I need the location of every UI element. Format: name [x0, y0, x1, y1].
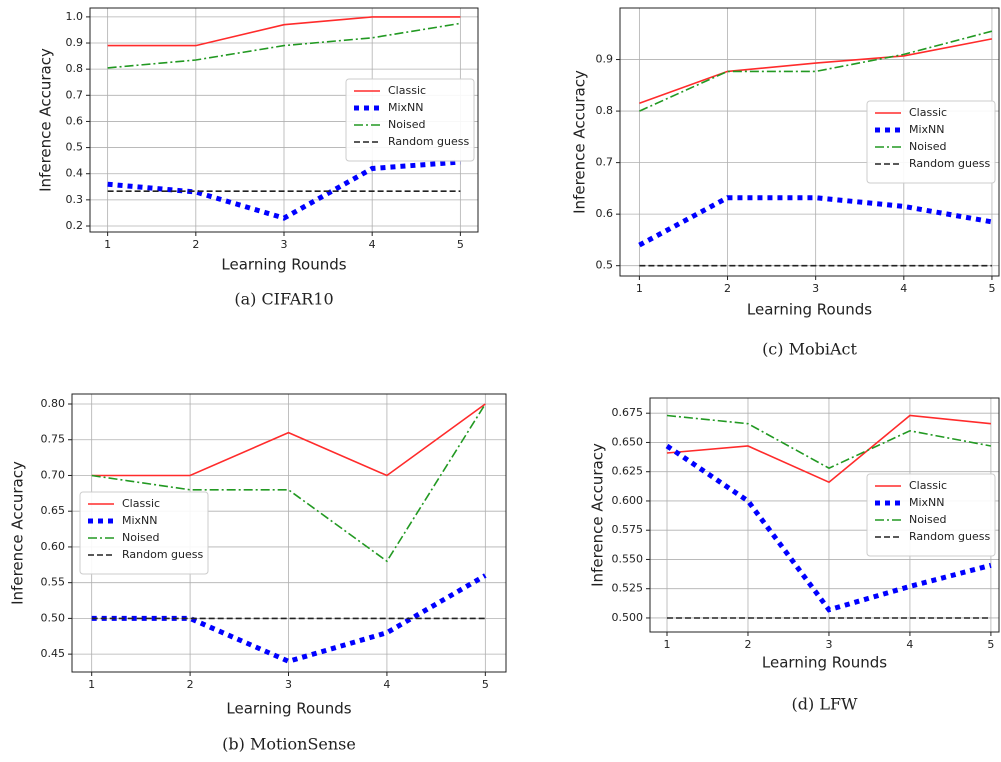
x-tick-label: 4 — [369, 238, 376, 251]
x-tick-label: 1 — [88, 678, 95, 691]
y-tick-label: 0.575 — [612, 523, 644, 536]
caption: (d) LFW — [792, 695, 859, 714]
y-tick-label: 0.675 — [612, 406, 644, 419]
legend-label: Classic — [909, 479, 947, 492]
y-tick-label: 0.8 — [66, 62, 84, 75]
legend-label: Noised — [909, 513, 947, 526]
series-line — [665, 443, 992, 613]
x-tick-label: 5 — [482, 678, 489, 691]
y-tick-label: 0.8 — [596, 104, 614, 117]
series-line — [107, 159, 461, 221]
legend-label: Classic — [909, 106, 947, 119]
y-tick-label: 0.7 — [66, 88, 84, 101]
y-tick-label: 0.75 — [41, 433, 66, 446]
y-tick-label: 0.9 — [596, 53, 614, 66]
x-tick-label: 2 — [187, 678, 194, 691]
y-tick-label: 0.525 — [612, 582, 644, 595]
y-tick-label: 0.80 — [41, 397, 66, 410]
plot-frame — [89, 7, 479, 233]
x-tick-label: 3 — [281, 238, 288, 251]
series-line — [666, 414, 992, 470]
legend-label: Random guess — [909, 157, 990, 170]
y-tick-label: 1.0 — [66, 10, 84, 23]
legend-label: MixNN — [909, 123, 945, 136]
plot-frame — [71, 393, 507, 673]
x-tick-label: 4 — [906, 638, 913, 651]
x-tick-label: 1 — [664, 638, 671, 651]
x-tick-label: 2 — [192, 238, 199, 251]
plot-frame — [619, 7, 1000, 277]
x-axis-label: Learning Rounds — [221, 256, 346, 274]
x-axis-label: Learning Rounds — [747, 301, 872, 319]
y-tick-label: 0.9 — [66, 36, 84, 49]
x-tick-label: 5 — [987, 638, 994, 651]
y-tick-label: 0.7 — [596, 156, 614, 169]
y-tick-label: 0.65 — [41, 504, 66, 517]
legend-label: Random guess — [122, 548, 203, 561]
legend-label: Classic — [122, 497, 160, 510]
y-tick-label: 0.2 — [66, 219, 84, 232]
x-tick-label: 4 — [383, 678, 390, 691]
x-tick-label: 5 — [988, 282, 995, 295]
y-axis-label: Inference Accuracy — [37, 48, 55, 192]
y-tick-label: 0.3 — [66, 193, 84, 206]
legend-label: MixNN — [122, 514, 158, 527]
legend-label: MixNN — [388, 101, 424, 114]
y-tick-label: 0.55 — [41, 576, 66, 589]
caption: (a) CIFAR10 — [234, 290, 333, 309]
x-tick-label: 2 — [744, 638, 751, 651]
legend-label: Noised — [388, 118, 426, 131]
legend-box — [866, 473, 996, 557]
x-tick-label: 2 — [724, 282, 731, 295]
legend-label: Noised — [909, 140, 947, 153]
y-axis-label: Inference Accuracy — [9, 461, 27, 605]
y-tick-label: 0.650 — [612, 435, 644, 448]
y-tick-label: 0.500 — [612, 611, 644, 624]
legend-label: MixNN — [909, 496, 945, 509]
x-axis-label: Learning Rounds — [762, 654, 887, 672]
legend-box — [866, 100, 996, 184]
y-tick-label: 0.550 — [612, 552, 644, 565]
caption: (b) MotionSense — [222, 735, 356, 754]
caption: (c) MobiAct — [762, 340, 857, 359]
series-line — [91, 403, 486, 563]
x-tick-label: 1 — [636, 282, 643, 295]
legend-label: Noised — [122, 531, 160, 544]
y-tick-label: 0.45 — [41, 647, 66, 660]
x-tick-label: 3 — [825, 638, 832, 651]
y-tick-label: 0.60 — [41, 540, 66, 553]
y-tick-label: 0.625 — [612, 465, 644, 478]
y-tick-label: 0.4 — [66, 167, 84, 180]
legend-label: Classic — [388, 84, 426, 97]
y-tick-label: 0.50 — [41, 611, 66, 624]
y-tick-label: 0.5 — [596, 259, 614, 272]
legend-label: Random guess — [388, 135, 469, 148]
y-tick-label: 0.5 — [66, 141, 84, 154]
x-tick-label: 3 — [812, 282, 819, 295]
y-tick-label: 0.600 — [612, 494, 644, 507]
x-tick-label: 3 — [285, 678, 292, 691]
legend-box — [345, 78, 475, 162]
x-tick-label: 1 — [104, 238, 111, 251]
y-axis-label: Inference Accuracy — [571, 70, 589, 214]
series-line — [639, 38, 993, 105]
legend-label: Random guess — [909, 530, 990, 543]
series-line — [666, 414, 991, 484]
y-tick-label: 0.70 — [41, 468, 66, 481]
x-tick-label: 4 — [900, 282, 907, 295]
x-tick-label: 5 — [457, 238, 464, 251]
series-line — [107, 16, 461, 47]
x-axis-label: Learning Rounds — [226, 700, 351, 718]
series-line — [639, 30, 993, 112]
y-tick-label: 0.6 — [66, 114, 84, 127]
series-line — [107, 22, 461, 69]
legend-box — [79, 491, 209, 575]
y-tick-label: 0.6 — [596, 207, 614, 220]
plot-frame — [649, 397, 1000, 633]
series-line — [91, 403, 486, 477]
y-axis-label: Inference Accuracy — [589, 443, 607, 587]
